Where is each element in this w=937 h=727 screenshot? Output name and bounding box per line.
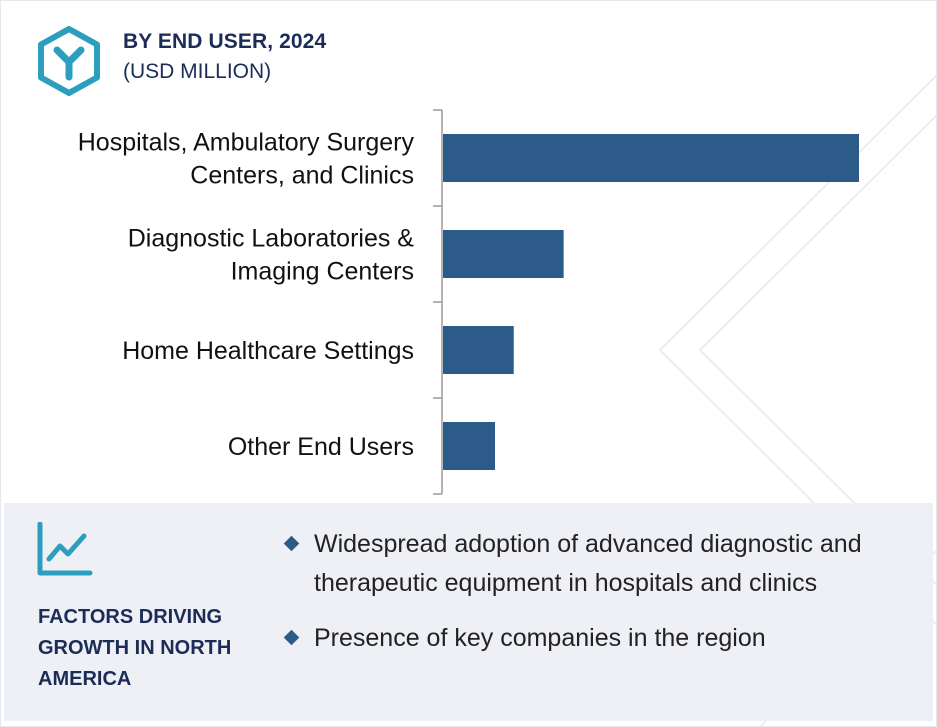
factor-bullet: Presence of key companies in the region (283, 619, 904, 658)
chart-title: BY END USER, 2024 (123, 30, 327, 53)
bar (443, 134, 859, 182)
factor-bullet: Widespread adoption of advanced diagnost… (283, 525, 904, 603)
chart-subtitle: (USD MILLION) (123, 60, 272, 83)
line-chart-trend-icon (37, 522, 93, 576)
factors-panel (4, 503, 933, 721)
factor-text: Widespread adoption of advanced diagnost… (314, 530, 862, 597)
bar (443, 230, 564, 278)
bar (443, 422, 495, 470)
category-label: Imaging Centers (231, 258, 414, 286)
category-label: Home Healthcare Settings (122, 337, 414, 365)
bar (443, 326, 514, 374)
diamond-bullet-icon (283, 535, 300, 552)
diamond-bullet-icon (283, 629, 300, 646)
category-label: Centers, and Clinics (190, 162, 414, 190)
factors-bullet-list: Widespread adoption of advanced diagnost… (283, 525, 904, 674)
category-label: Other End Users (228, 433, 414, 461)
category-label: Hospitals, Ambulatory Surgery (78, 129, 415, 157)
factor-text: Presence of key companies in the region (314, 624, 766, 652)
bar-chart: Hospitals, Ambulatory Surgery Centers, an… (78, 109, 859, 495)
hexagon-y-logo-icon (38, 26, 100, 96)
factors-title: FACTORS DRIVING GROWTH IN NORTH AMERICA (38, 606, 232, 690)
category-label: Diagnostic Laboratories & (128, 225, 415, 253)
